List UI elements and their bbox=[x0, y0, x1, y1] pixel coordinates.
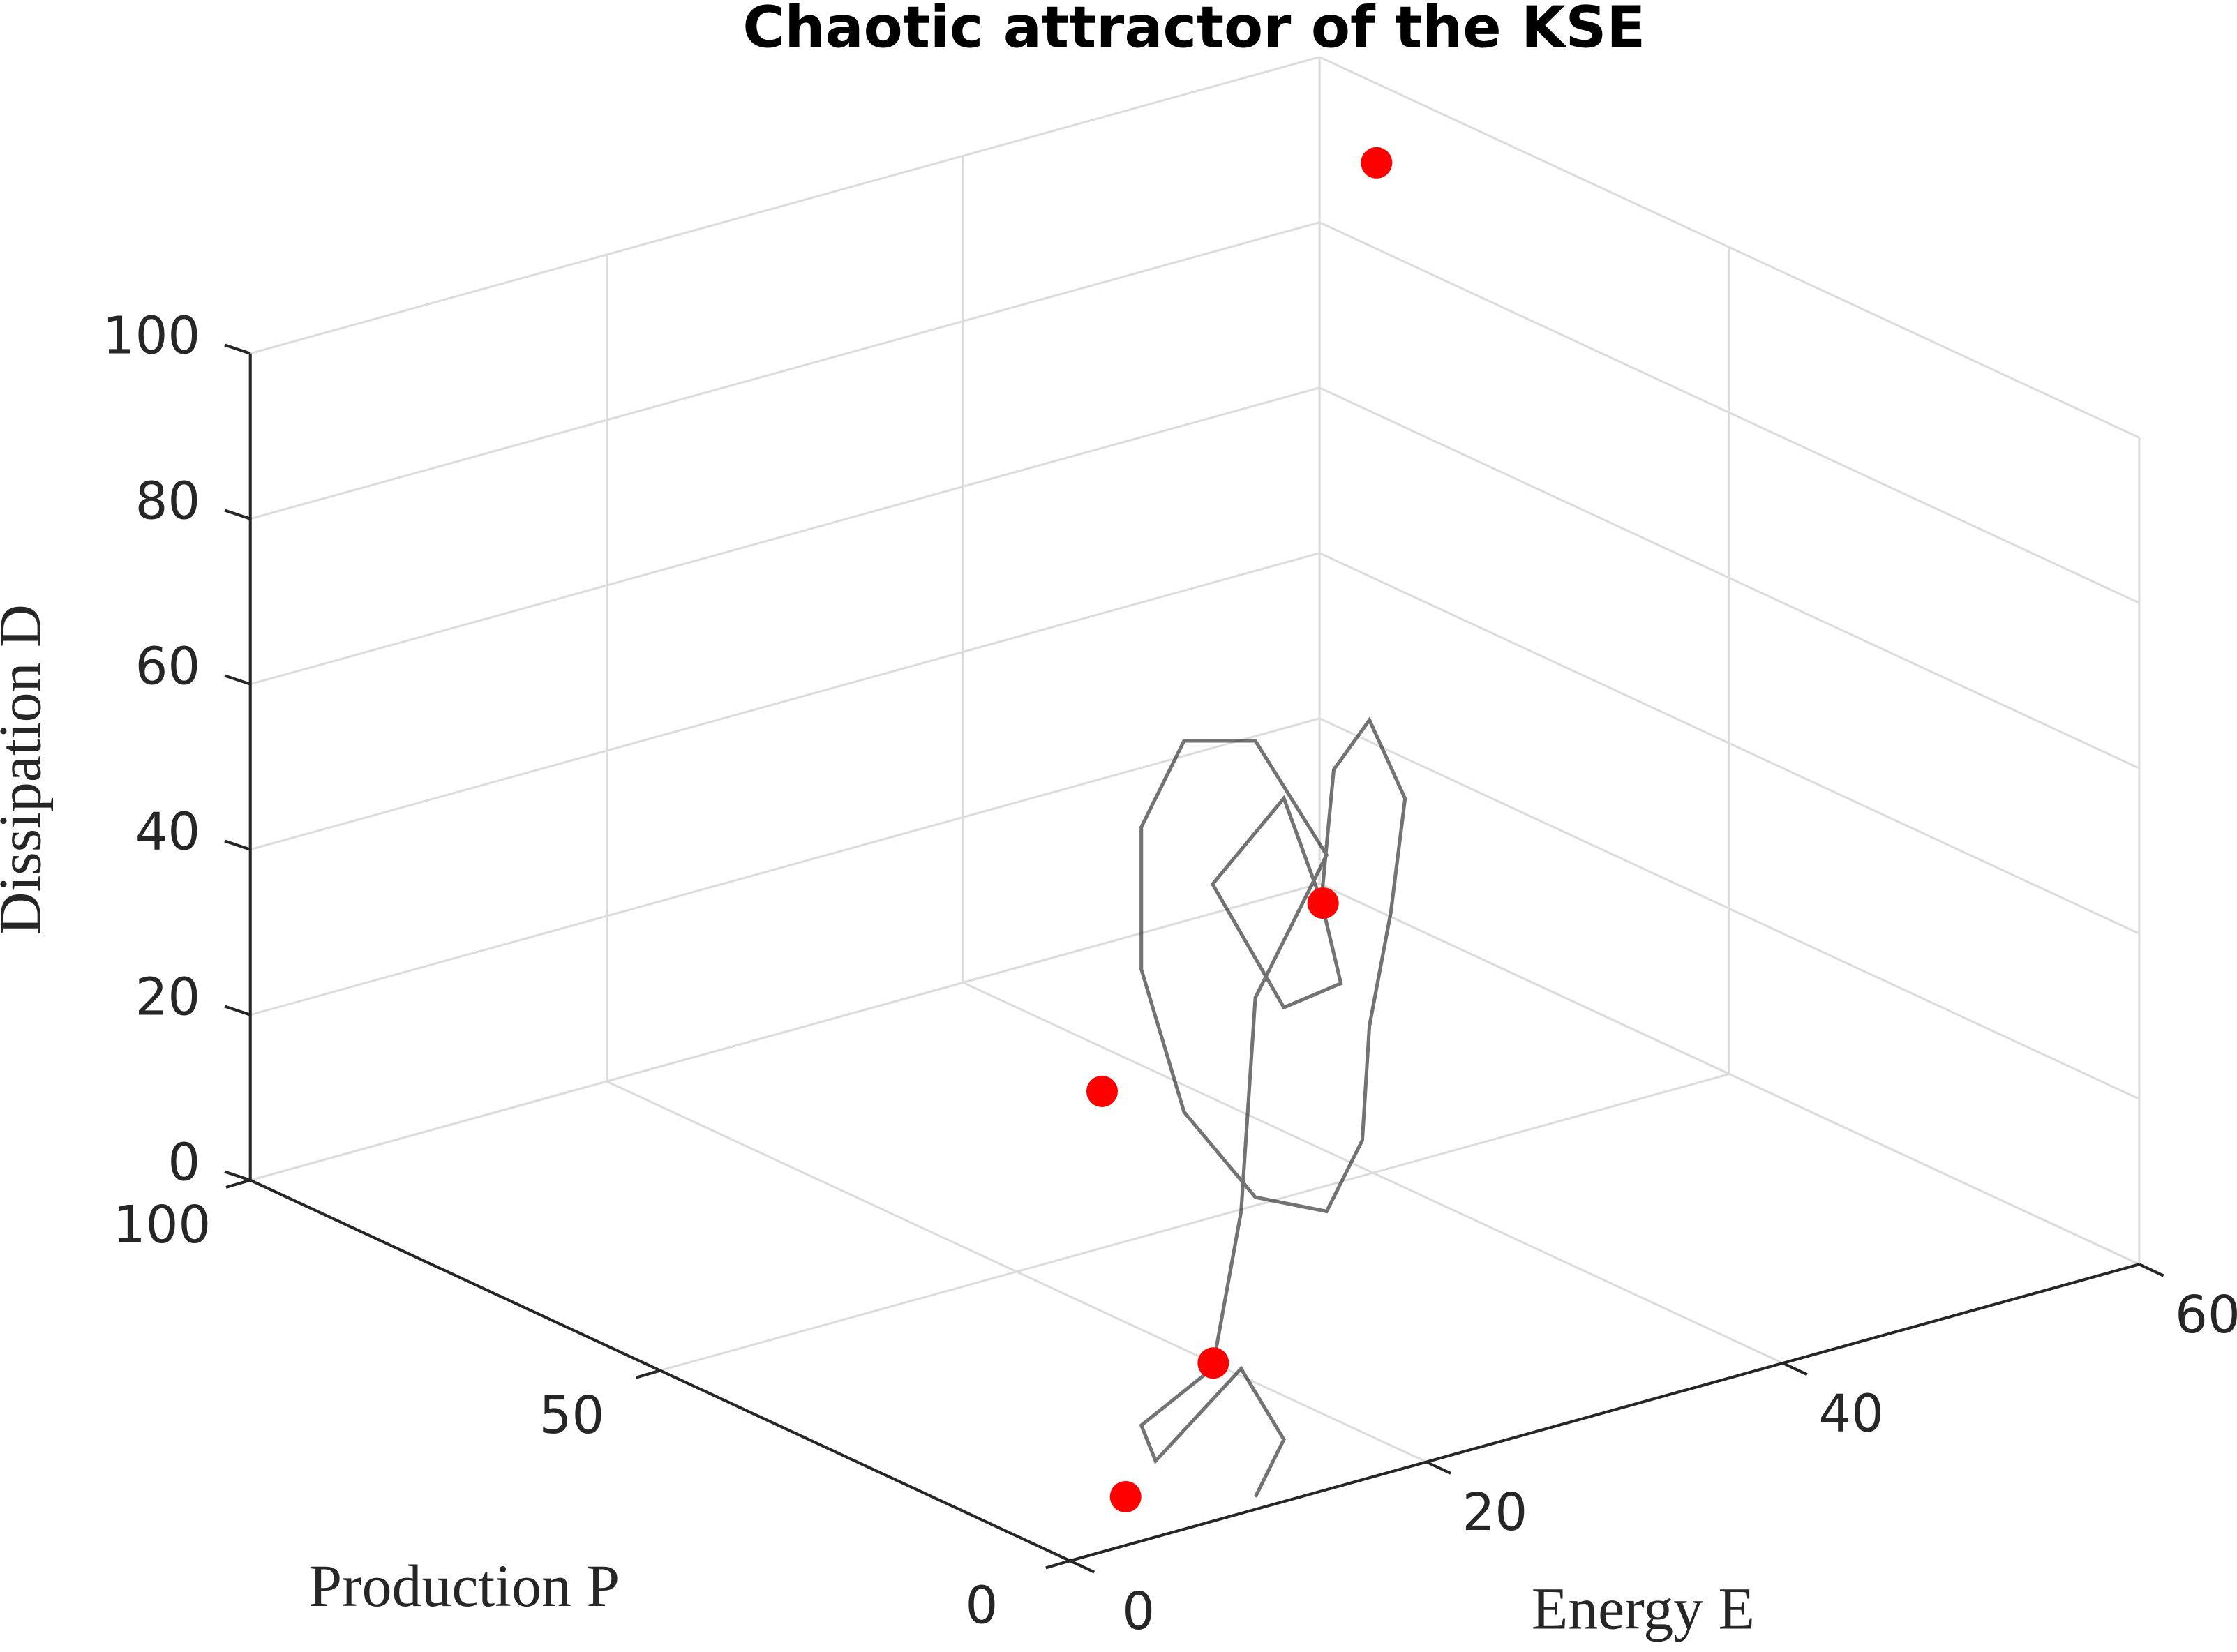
grid-line bbox=[1319, 386, 2140, 769]
z-tick bbox=[224, 674, 251, 686]
trajectory bbox=[1139, 716, 1407, 1498]
x-tick bbox=[1069, 1559, 1095, 1574]
z-axis-label: Dissipation D bbox=[0, 604, 54, 935]
y-axis-label: Production P bbox=[308, 1553, 620, 1619]
grid-line bbox=[250, 56, 1320, 355]
z-tick bbox=[224, 343, 251, 355]
y-tick-label: 0 bbox=[965, 1577, 998, 1636]
z-tick bbox=[224, 839, 251, 851]
z-tick bbox=[224, 1170, 251, 1182]
point bbox=[1307, 887, 1339, 919]
z-tick-label: 100 bbox=[103, 306, 200, 366]
x-tick bbox=[2139, 1263, 2164, 1277]
y-tick-label: 50 bbox=[539, 1386, 605, 1446]
grid-line bbox=[1319, 56, 2140, 439]
x-tick-label: 0 bbox=[1122, 1582, 1155, 1642]
grid-line bbox=[1319, 552, 2140, 935]
point bbox=[1086, 1075, 1118, 1107]
y-tick bbox=[1045, 1559, 1071, 1570]
x-tick-label: 40 bbox=[1818, 1385, 1884, 1444]
z-tick-label: 60 bbox=[135, 637, 201, 696]
grid-line bbox=[1319, 717, 2140, 1100]
x-tick-label: 60 bbox=[2175, 1286, 2237, 1345]
z-tick bbox=[224, 509, 251, 520]
grid-line bbox=[250, 717, 1320, 1016]
z-tick-label: 80 bbox=[135, 472, 201, 531]
y-tick-label: 100 bbox=[113, 1196, 211, 1255]
y-tick bbox=[635, 1369, 661, 1379]
x-tick-label: 20 bbox=[1462, 1483, 1528, 1542]
z-tick-label: 40 bbox=[135, 802, 201, 862]
z-tick-label: 20 bbox=[135, 968, 201, 1027]
point bbox=[1361, 147, 1393, 179]
grid-line bbox=[250, 552, 1320, 851]
x-tick bbox=[1426, 1460, 1451, 1475]
chart-title: Chaotic attractor of the KSE bbox=[742, 0, 1645, 61]
x-tick bbox=[1782, 1362, 1808, 1376]
grid-line bbox=[250, 386, 1320, 686]
grid-line bbox=[1319, 883, 2140, 1266]
x-axis bbox=[1069, 1263, 2140, 1563]
grid-line bbox=[1319, 221, 2140, 604]
z-tick bbox=[224, 1005, 251, 1016]
grid-line bbox=[250, 221, 1320, 520]
z-tick-label: 0 bbox=[167, 1133, 200, 1192]
x-axis-label: Energy E bbox=[1532, 1576, 1755, 1642]
y-tick bbox=[225, 1178, 251, 1189]
grid-line bbox=[659, 1073, 1730, 1372]
point bbox=[1197, 1347, 1229, 1379]
point bbox=[1109, 1480, 1142, 1512]
